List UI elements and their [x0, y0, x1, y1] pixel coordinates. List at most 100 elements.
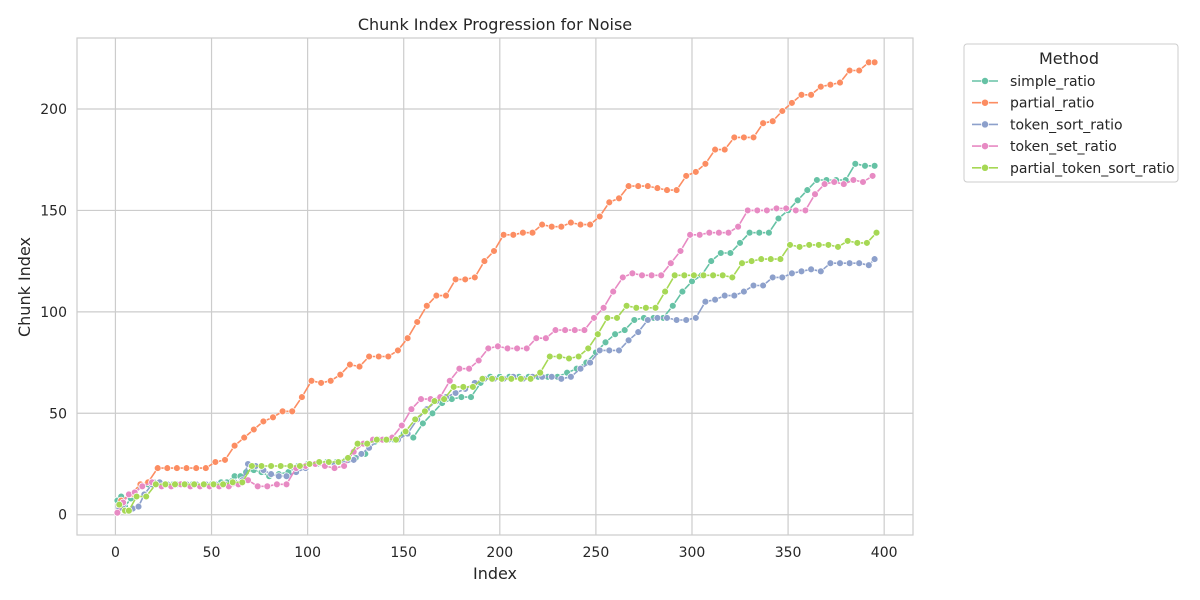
- data-point: [807, 91, 815, 99]
- data-point: [413, 318, 421, 326]
- data-point: [522, 344, 531, 353]
- data-point: [307, 377, 316, 385]
- data-point: [680, 271, 689, 280]
- data-point: [353, 439, 362, 448]
- data-point: [615, 346, 623, 355]
- data-point: [432, 291, 441, 300]
- data-point: [132, 492, 141, 501]
- data-point: [686, 231, 694, 239]
- data-point: [724, 228, 733, 237]
- data-point: [836, 78, 844, 87]
- data-point: [778, 273, 787, 282]
- data-point: [461, 275, 469, 284]
- data-point: [497, 375, 506, 383]
- data-point: [634, 328, 642, 336]
- data-point: [730, 291, 739, 300]
- data-point: [845, 66, 854, 75]
- data-point: [682, 172, 690, 180]
- data-point: [471, 273, 479, 282]
- legend-swatch-marker: [981, 77, 989, 85]
- data-point: [546, 352, 554, 361]
- data-point: [638, 271, 646, 280]
- data-point: [269, 413, 277, 422]
- data-point: [484, 344, 493, 353]
- data-point: [870, 58, 879, 67]
- data-point: [672, 186, 681, 194]
- data-point: [538, 220, 546, 229]
- data-point: [228, 478, 237, 487]
- legend-item: token_set_ratio: [972, 139, 1117, 155]
- data-point: [567, 218, 575, 227]
- data-point: [557, 375, 566, 383]
- data-point: [526, 375, 535, 383]
- data-point: [340, 462, 348, 470]
- x-tick-label: 400: [871, 545, 898, 561]
- y-tick-label: 150: [40, 203, 67, 219]
- data-point: [330, 464, 339, 472]
- data-point: [219, 480, 227, 489]
- data-point: [670, 271, 679, 280]
- data-point: [870, 255, 879, 263]
- data-point: [868, 172, 877, 180]
- data-point: [711, 295, 719, 304]
- data-point: [759, 281, 767, 290]
- legend-items: simple_ratio partial_ratio token_sort_rati…: [972, 74, 1175, 177]
- data-point: [325, 458, 333, 466]
- data-point: [451, 389, 460, 397]
- y-tick-label: 0: [58, 508, 67, 524]
- data-point: [459, 383, 468, 391]
- data-point: [849, 176, 858, 184]
- data-point: [711, 145, 719, 154]
- data-point: [305, 460, 314, 468]
- data-point: [624, 182, 633, 190]
- data-point: [776, 255, 785, 263]
- data-point: [153, 464, 162, 472]
- data-point: [870, 162, 879, 170]
- data-point: [276, 462, 285, 470]
- chart-title: Chunk Index Progression for Noise: [358, 15, 632, 34]
- data-point: [644, 316, 652, 324]
- data-point: [394, 346, 402, 355]
- data-point: [605, 346, 614, 355]
- data-point: [678, 287, 687, 296]
- data-point: [728, 273, 737, 282]
- plot-frame: [76, 37, 914, 536]
- data-point: [836, 259, 844, 267]
- data-point: [688, 277, 696, 286]
- legend-item: token_sort_ratio: [972, 117, 1123, 133]
- data-point: [417, 395, 425, 403]
- y-tick-label: 200: [40, 102, 67, 118]
- data-point: [536, 368, 544, 377]
- data-point: [768, 273, 777, 282]
- data-point: [774, 214, 783, 223]
- data-point: [615, 194, 623, 203]
- data-point: [682, 316, 690, 324]
- series-group: [113, 58, 881, 517]
- data-point: [401, 427, 410, 436]
- data-point: [221, 456, 229, 464]
- data-point: [152, 480, 160, 489]
- data-point: [747, 257, 756, 265]
- x-tick-label: 0: [111, 545, 120, 561]
- data-point: [586, 358, 594, 367]
- legend-frame: [963, 43, 1179, 183]
- data-point: [826, 259, 835, 267]
- data-point: [557, 222, 566, 231]
- data-point: [797, 267, 806, 276]
- data-point: [644, 182, 652, 190]
- data-point: [344, 454, 352, 462]
- data-point: [192, 464, 200, 472]
- data-point: [134, 502, 143, 511]
- data-point: [296, 462, 304, 470]
- data-point: [763, 206, 771, 215]
- data-point: [115, 500, 124, 509]
- data-point: [171, 480, 179, 489]
- data-point: [288, 407, 296, 416]
- data-point: [651, 304, 660, 312]
- data-point: [718, 271, 727, 280]
- data-point: [730, 133, 739, 142]
- data-point: [709, 271, 717, 280]
- data-point: [451, 275, 460, 284]
- data-point: [861, 162, 869, 170]
- data-point: [519, 228, 527, 237]
